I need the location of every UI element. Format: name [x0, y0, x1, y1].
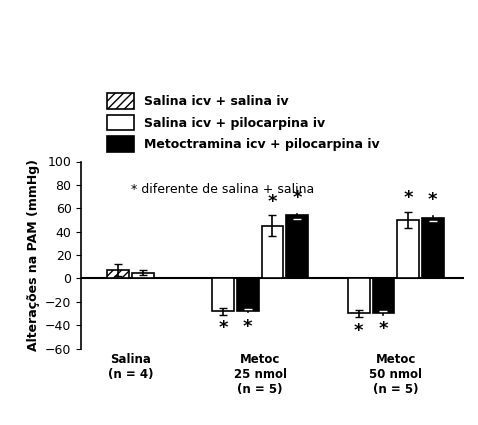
Text: *: * — [428, 191, 437, 210]
Text: *: * — [379, 320, 388, 338]
Bar — [286, 215, 308, 278]
Text: *: * — [218, 319, 228, 337]
Bar — [212, 278, 234, 311]
Text: *: * — [268, 193, 277, 211]
Text: * diferente de salina + salina: * diferente de salina + salina — [130, 183, 314, 196]
Bar — [237, 278, 259, 311]
Bar — [348, 278, 369, 314]
Text: *: * — [293, 189, 302, 207]
Bar — [261, 226, 283, 278]
Bar — [108, 270, 129, 278]
Bar — [422, 218, 444, 278]
Text: *: * — [243, 318, 252, 336]
Bar — [373, 278, 394, 314]
Text: *: * — [403, 189, 413, 207]
Legend: Salina icv + salina iv, Salina icv + pilocarpina iv, Metoctramina icv + pilocarp: Salina icv + salina iv, Salina icv + pil… — [107, 93, 380, 151]
Y-axis label: Alterações na PAM (mmHg): Alterações na PAM (mmHg) — [27, 159, 40, 351]
Bar — [132, 272, 154, 278]
Text: *: * — [354, 322, 364, 340]
Bar — [397, 220, 419, 278]
